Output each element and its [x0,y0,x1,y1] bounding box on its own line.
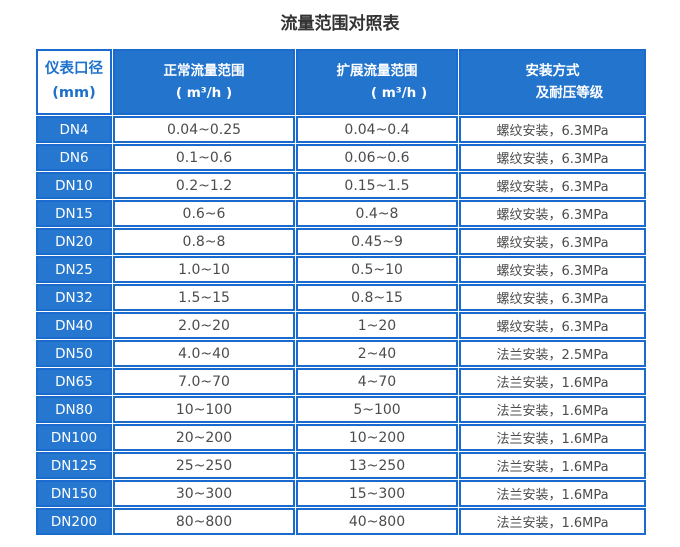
diameter-cell: DN65 [36,368,112,395]
normal-range-cell: 0.04~0.25 [113,116,295,143]
header-extended-line1: 扩展流量范围 [336,62,418,79]
normal-range-cell: 1.0~10 [113,256,295,283]
diameter-cell: DN125 [36,452,112,479]
table-row: DN100 20~200 10~200 法兰安装，1.6MPa [36,424,646,451]
install-cell: 螺纹安装，6.3MPa [459,284,646,311]
table-row: DN125 25~250 13~250 法兰安装，1.6MPa [36,452,646,479]
diameter-cell: DN6 [36,144,112,171]
normal-range-cell: 0.8~8 [113,228,295,255]
extended-range-cell: 10~200 [296,424,458,451]
normal-range-cell: 0.6~6 [113,200,295,227]
table-row: DN150 30~300 15~300 法兰安装，1.6MPa [36,480,646,507]
header-diameter: 仪表口径 (mm) [36,49,112,115]
table-row: DN6 0.1~0.6 0.06~0.6 螺纹安装，6.3MPa [36,144,646,171]
table-row: DN20 0.8~8 0.45~9 螺纹安装，6.3MPa [36,228,646,255]
extended-range-cell: 13~250 [296,452,458,479]
table-header: 仪表口径 (mm) 正常流量范围 ( m³/h ) 扩展流量范围 ( m³/h … [36,49,646,115]
extended-range-cell: 0.5~10 [296,256,458,283]
header-install-line2: 及耐压等级 [535,85,604,101]
extended-range-cell: 1~20 [296,312,458,339]
install-cell: 螺纹安装，6.3MPa [459,144,646,171]
flow-range-table: 仪表口径 (mm) 正常流量范围 ( m³/h ) 扩展流量范围 ( m³/h … [35,48,647,536]
diameter-cell: DN4 [36,116,112,143]
normal-range-cell: 25~250 [113,452,295,479]
table-row: DN32 1.5~15 0.8~15 螺纹安装，6.3MPa [36,284,646,311]
extended-range-cell: 0.4~8 [296,200,458,227]
extended-range-cell: 2~40 [296,340,458,367]
table-row: DN65 7.0~70 4~70 法兰安装，1.6MPa [36,368,646,395]
header-row: 仪表口径 (mm) 正常流量范围 ( m³/h ) 扩展流量范围 ( m³/h … [36,49,646,115]
header-diameter-line1: 仪表口径 [45,61,103,78]
header-normal-range: 正常流量范围 ( m³/h ) [113,49,295,115]
install-cell: 法兰安装，2.5MPa [459,340,646,367]
diameter-cell: DN100 [36,424,112,451]
normal-range-cell: 80~800 [113,508,295,535]
install-cell: 螺纹安装，6.3MPa [459,228,646,255]
extended-range-cell: 5~100 [296,396,458,423]
table-row: DN10 0.2~1.2 0.15~1.5 螺纹安装，6.3MPa [36,172,646,199]
extended-range-cell: 0.8~15 [296,284,458,311]
diameter-cell: DN150 [36,480,112,507]
extended-range-cell: 0.04~0.4 [296,116,458,143]
header-install-line1: 安装方式 [525,62,580,79]
table-row: DN15 0.6~6 0.4~8 螺纹安装，6.3MPa [36,200,646,227]
install-cell: 螺纹安装，6.3MPa [459,200,646,227]
normal-range-cell: 0.2~1.2 [113,172,295,199]
normal-range-cell: 2.0~20 [113,312,295,339]
install-cell: 法兰安装，1.6MPa [459,508,646,535]
table-row: DN80 10~100 5~100 法兰安装，1.6MPa [36,396,646,423]
normal-range-cell: 0.1~0.6 [113,144,295,171]
install-cell: 螺纹安装，6.3MPa [459,172,646,199]
diameter-cell: DN40 [36,312,112,339]
install-cell: 法兰安装，1.6MPa [459,368,646,395]
install-cell: 法兰安装，1.6MPa [459,424,646,451]
diameter-cell: DN50 [36,340,112,367]
table-row: DN50 4.0~40 2~40 法兰安装，2.5MPa [36,340,646,367]
normal-range-cell: 30~300 [113,480,295,507]
table-row: DN4 0.04~0.25 0.04~0.4 螺纹安装，6.3MPa [36,116,646,143]
diameter-cell: DN200 [36,508,112,535]
diameter-cell: DN10 [36,172,112,199]
install-cell: 螺纹安装，6.3MPa [459,312,646,339]
install-cell: 法兰安装，1.6MPa [459,480,646,507]
diameter-cell: DN80 [36,396,112,423]
header-extended-range: 扩展流量范围 ( m³/h ) [296,49,458,115]
header-normal-line1: 正常流量范围 [163,62,245,79]
header-install: 安装方式 及耐压等级 [459,49,646,115]
install-cell: 法兰安装，1.6MPa [459,452,646,479]
extended-range-cell: 4~70 [296,368,458,395]
normal-range-cell: 4.0~40 [113,340,295,367]
header-extended-line2: ( m³/h ) [370,85,428,101]
normal-range-cell: 10~100 [113,396,295,423]
header-normal-line2: ( m³/h ) [175,85,233,101]
table-row: DN40 2.0~20 1~20 螺纹安装，6.3MPa [36,312,646,339]
normal-range-cell: 1.5~15 [113,284,295,311]
diameter-cell: DN15 [36,200,112,227]
table-row: DN25 1.0~10 0.5~10 螺纹安装，6.3MPa [36,256,646,283]
install-cell: 螺纹安装，6.3MPa [459,256,646,283]
normal-range-cell: 7.0~70 [113,368,295,395]
install-cell: 法兰安装，1.6MPa [459,396,646,423]
header-diameter-line2: (mm) [52,85,96,101]
table-row: DN200 80~800 40~800 法兰安装，1.6MPa [36,508,646,535]
diameter-cell: DN32 [36,284,112,311]
normal-range-cell: 20~200 [113,424,295,451]
extended-range-cell: 0.45~9 [296,228,458,255]
extended-range-cell: 40~800 [296,508,458,535]
diameter-cell: DN25 [36,256,112,283]
extended-range-cell: 15~300 [296,480,458,507]
extended-range-cell: 0.06~0.6 [296,144,458,171]
install-cell: 螺纹安装，6.3MPa [459,116,646,143]
page-title: 流量范围对照表 [280,14,400,34]
diameter-cell: DN20 [36,228,112,255]
extended-range-cell: 0.15~1.5 [296,172,458,199]
table-body: DN4 0.04~0.25 0.04~0.4 螺纹安装，6.3MPa DN6 0… [36,116,646,535]
